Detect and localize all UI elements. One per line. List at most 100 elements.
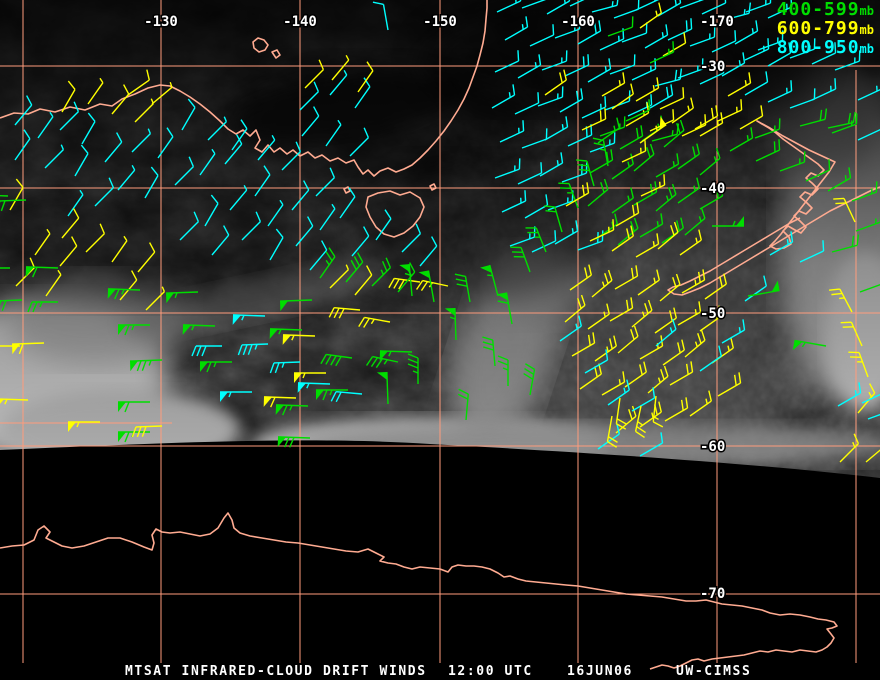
wind-barb	[525, 227, 547, 253]
wind-barb	[282, 334, 316, 345]
wind-barb	[319, 203, 336, 231]
wind-barb	[571, 332, 596, 357]
wind-barb	[744, 38, 770, 61]
wind-barb	[839, 433, 860, 463]
wind-barb	[699, 345, 722, 372]
wind-barb	[617, 325, 639, 354]
wind-barb	[729, 127, 754, 152]
wind-barb	[644, 24, 669, 49]
wind-barb	[599, 116, 626, 137]
wind-barb	[721, 52, 746, 77]
wind-barb	[0, 267, 10, 269]
wind-barb	[0, 398, 29, 409]
wind-barb	[68, 421, 100, 432]
wind-barb	[631, 299, 653, 328]
wind-barb	[496, 0, 522, 13]
wind-barb	[514, 92, 540, 115]
wind-barb	[365, 355, 399, 369]
wind-barb	[734, 20, 759, 45]
wind-barb	[541, 50, 568, 71]
wind-barb	[524, 194, 549, 219]
wind-barb	[537, 86, 564, 107]
wind-barb	[375, 209, 392, 241]
wind-barb	[811, 78, 837, 101]
wind-barb	[805, 159, 831, 182]
wind-barb	[182, 324, 216, 335]
wind-barb	[27, 301, 58, 313]
wind-barb	[767, 80, 793, 103]
grid-labels: -130 -140 -150 -160 -170 -30 -40 -50 -60 -70	[143, 13, 736, 604]
wind-barb	[523, 363, 536, 396]
wind-barb	[831, 234, 860, 253]
wind-barb	[320, 353, 353, 367]
wind-barb	[704, 273, 727, 300]
wind-barb	[328, 307, 361, 319]
wind-barb	[789, 88, 816, 109]
wind-barb	[67, 189, 84, 217]
wind-barb	[721, 319, 746, 344]
wind-barb	[635, 0, 660, 11]
wind-barb	[677, 143, 700, 170]
wind-barb	[677, 177, 700, 204]
wind-barb	[137, 242, 156, 273]
coastline-antarctica	[0, 512, 838, 670]
wind-barb	[662, 339, 685, 366]
wind-barb	[587, 58, 612, 83]
wind-barb	[657, 221, 679, 250]
wind-barb	[769, 231, 794, 256]
legend-unit: mb	[859, 23, 874, 37]
legend-unit: mb	[859, 42, 874, 56]
coastline-nz_north	[756, 120, 836, 250]
wind-barb	[231, 119, 248, 151]
wind-barb	[637, 269, 660, 296]
wind-barb	[504, 16, 529, 41]
wind-barb	[635, 233, 660, 258]
wind-barb	[587, 303, 610, 330]
wind-barb	[407, 353, 419, 384]
wind-barb	[655, 318, 677, 347]
wind-barb	[647, 365, 669, 394]
wind-barb	[664, 397, 689, 422]
wind-barb	[107, 288, 141, 300]
wind-barb	[501, 190, 527, 213]
wind-barb	[633, 143, 655, 172]
wind-barb	[747, 280, 780, 297]
wind-barb	[220, 391, 252, 402]
wind-barb	[304, 59, 325, 89]
legend-unit: mb	[859, 4, 874, 18]
wind-barb	[309, 240, 328, 271]
wind-barb	[546, 0, 571, 15]
wind-barb	[694, 105, 719, 130]
wind-barb	[634, 405, 646, 439]
wind-barb	[584, 349, 609, 374]
wind-barb	[181, 98, 196, 131]
wind-barb	[497, 355, 509, 386]
wind-barb	[376, 371, 389, 405]
wind-barb	[684, 329, 706, 358]
wind-barb	[269, 228, 284, 261]
wind-barb	[581, 108, 607, 131]
latitude-label: -50	[700, 306, 725, 322]
wind-barb	[281, 141, 302, 171]
wind-barb	[834, 50, 861, 71]
wind-barb	[631, 387, 656, 412]
wind-barb	[204, 194, 219, 227]
wind-barb	[61, 80, 76, 113]
wind-barb	[745, 0, 772, 13]
wind-barb	[655, 183, 677, 212]
wind-barb	[339, 187, 356, 219]
legend-entry-400-599mb: 400-599mb	[777, 1, 874, 20]
wind-barb	[267, 199, 284, 227]
wind-barb	[277, 436, 311, 448]
wind-barb	[399, 264, 413, 297]
wind-barb	[699, 62, 725, 85]
legend-range: 400-599	[776, 0, 860, 20]
wind-barb	[517, 54, 542, 79]
wind-barb	[591, 0, 620, 13]
wind-barb	[744, 71, 769, 96]
wind-barb	[59, 236, 78, 267]
wind-barb	[827, 111, 856, 129]
coastline-nz_south	[667, 186, 880, 296]
wind-barb	[589, 219, 615, 242]
wind-barb	[61, 208, 80, 239]
